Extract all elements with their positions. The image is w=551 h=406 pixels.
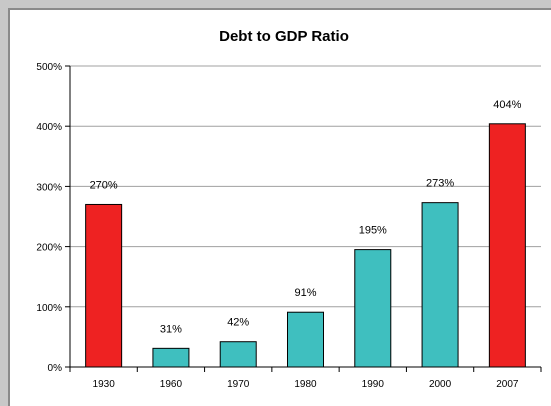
x-tick-label-2000: 2000	[429, 379, 452, 390]
data-label-1960: 31%	[160, 323, 182, 335]
x-tick-label-1990: 1990	[362, 379, 385, 390]
y-tick-label: 100%	[36, 303, 62, 314]
x-tick-label-1960: 1960	[160, 379, 183, 390]
y-tick-label: 500%	[36, 62, 62, 73]
data-label-1990: 195%	[359, 225, 387, 237]
data-label-2000: 273%	[426, 178, 454, 190]
x-axis-ticks: 1930 1960 1970 1980 1990 2000 2007	[69, 367, 542, 390]
bar-1990	[354, 249, 392, 368]
bar-2000	[421, 202, 459, 368]
data-label-1970: 42%	[227, 317, 249, 329]
bar-1980	[287, 311, 324, 368]
bar-1930	[85, 203, 123, 368]
y-tick-label: 200%	[36, 243, 62, 254]
data-label-2007: 404%	[493, 99, 521, 111]
bar-1970	[219, 341, 257, 368]
bars	[85, 123, 526, 368]
y-axis-ticks: 0% 100% 200% 300% 400% 500%	[36, 62, 70, 374]
x-tick-label-1970: 1970	[227, 379, 250, 390]
chart-title: Debt to GDP Ratio	[219, 28, 349, 45]
x-tick-label-2007: 2007	[496, 379, 519, 390]
gridlines	[70, 65, 541, 308]
y-tick-label: 400%	[36, 122, 62, 133]
axes	[69, 66, 541, 368]
data-labels: 270% 31% 42% 91% 195% 273% 404%	[90, 99, 522, 336]
y-tick-label: 300%	[36, 182, 62, 193]
data-label-1980: 91%	[294, 287, 316, 299]
data-label-1930: 270%	[90, 179, 118, 191]
x-tick-label-1980: 1980	[294, 379, 317, 390]
bar-2007	[488, 123, 526, 368]
x-tick-label-1930: 1930	[93, 379, 116, 390]
y-tick-label: 0%	[48, 363, 63, 374]
bar-1960	[152, 347, 190, 368]
